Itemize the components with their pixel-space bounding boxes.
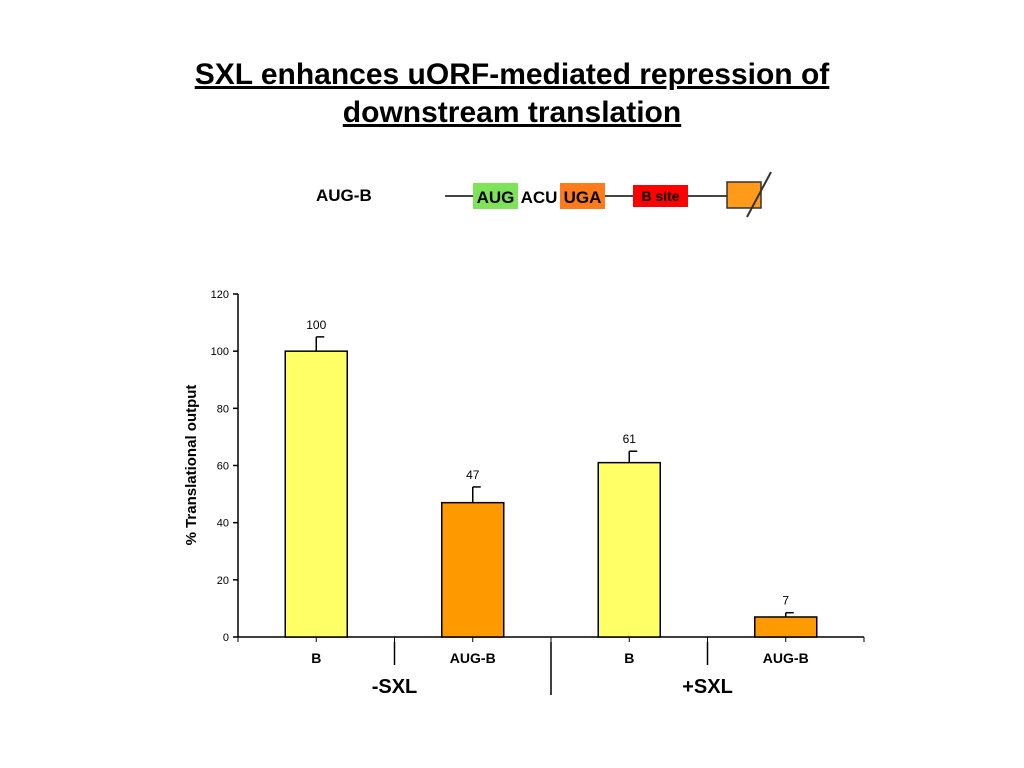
category-label: B <box>624 650 634 666</box>
aug-label: AUG <box>477 188 515 207</box>
category-label: B <box>311 650 321 666</box>
b-site-box <box>633 185 688 207</box>
slide-title-line-2: downstream translation <box>342 96 682 129</box>
y-tick-label: 100 <box>211 346 229 358</box>
group-label: +SXL <box>682 676 733 698</box>
construct-break-slash <box>746 171 772 218</box>
spacer-label: ACU <box>521 188 558 207</box>
downstream-orf-box <box>726 181 762 209</box>
y-tick-label: 60 <box>217 461 229 473</box>
category-label: AUG-B <box>450 650 496 666</box>
data-label: 47 <box>466 468 480 482</box>
chart-labels: 100 B 47 AUG-B 61 B 7 AUG-B -SXL +SXL <box>306 318 808 698</box>
data-label: 61 <box>623 432 637 446</box>
bar <box>284 350 348 638</box>
data-label: 7 <box>782 594 789 608</box>
y-tick-label: 0 <box>223 632 229 644</box>
bar <box>597 461 661 638</box>
y-axis-label: % Translational output <box>183 385 200 546</box>
group-label: -SXL <box>372 676 418 698</box>
slide-title: SXL enhances uORF-mediated repression of… <box>0 56 1024 132</box>
aug-box <box>473 183 518 209</box>
data-label: 100 <box>306 318 326 332</box>
bar <box>441 501 505 638</box>
b-site-label: B site <box>641 188 679 204</box>
y-tick-label: 20 <box>217 575 229 587</box>
y-tick-label: 120 <box>211 289 229 301</box>
category-label: AUG-B <box>763 650 809 666</box>
bar <box>754 616 818 638</box>
chart-bars <box>284 336 818 638</box>
construct-name-label: AUG-B <box>316 186 372 205</box>
y-tick-label: 40 <box>217 518 229 530</box>
uga-label: UGA <box>564 188 602 207</box>
uga-box <box>560 183 605 209</box>
y-tick-label: 80 <box>217 403 229 415</box>
slide-title-line-1: SXL enhances uORF-mediated repression of <box>194 58 830 91</box>
